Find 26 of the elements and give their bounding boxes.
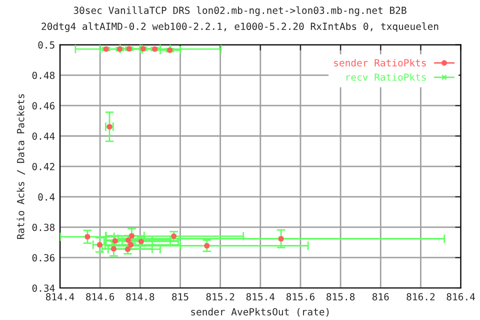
y-tick-label: 0.38 xyxy=(32,224,55,232)
x-tick-label: 816.4 xyxy=(446,293,475,300)
x-tick-label: 814.4 xyxy=(46,293,74,300)
x-tick-label: 814.6 xyxy=(86,293,114,300)
x-tick-label: 815.8 xyxy=(326,293,355,300)
x-tick-label: 815 xyxy=(172,293,188,300)
x-tick-label: 816 xyxy=(372,293,389,300)
legend-label: recv RatioPkts xyxy=(346,73,426,81)
y-tick-label: 0.34 xyxy=(32,284,55,292)
chart-title: 30sec VanillaTCP DRS lon02.mb-ng.net->lon03.mb-ng.net B2B xyxy=(74,6,406,16)
x-tick-label: 815.2 xyxy=(206,293,234,300)
x-tick-label: 815.6 xyxy=(286,293,314,300)
x-axis-title: sender AvePktsOut (rate) xyxy=(191,308,329,317)
y-tick-label: 0.36 xyxy=(32,254,55,262)
legend-label: sender RatioPkts xyxy=(334,58,426,66)
x-tick-label: 815.4 xyxy=(246,293,275,300)
chart-subtitle: 20dtg4 altAIMD-0.2 web100-2.2.1, e1000-5.2.20 RxIntAbs 0, txqueuelen xyxy=(42,22,438,32)
y-axis-title: Ratio Acks / Data Packets xyxy=(16,94,26,239)
x-tick-label: 816.2 xyxy=(406,293,435,300)
y-tick-label: 0.46 xyxy=(32,102,55,110)
y-tick-label: 0.44 xyxy=(32,132,55,140)
y-tick-label: 0.42 xyxy=(32,162,54,170)
y-tick-label: 0.5 xyxy=(38,41,54,49)
x-tick-label: 814.8 xyxy=(126,293,154,300)
y-tick-label: 0.48 xyxy=(32,72,55,80)
y-tick-label: 0.4 xyxy=(38,193,55,201)
